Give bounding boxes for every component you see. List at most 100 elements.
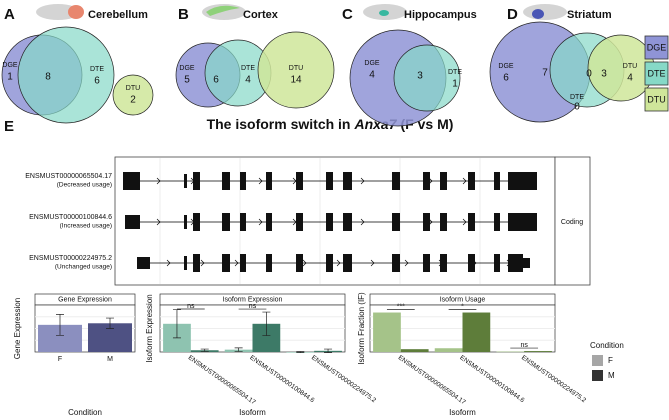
chart-title: Isoform Usage <box>440 296 486 303</box>
venn-set-label: DGE <box>498 63 514 70</box>
strand-arrow <box>462 177 467 185</box>
x-tick-label: M <box>107 356 113 363</box>
exon <box>468 213 475 231</box>
venn-count: 14 <box>290 75 302 86</box>
exon <box>343 213 352 231</box>
panel-label: C <box>342 6 353 23</box>
exon <box>494 254 500 272</box>
exon <box>296 254 303 272</box>
legend-label: F <box>608 356 613 365</box>
exon <box>266 213 272 231</box>
exon <box>222 254 230 272</box>
exon <box>123 172 140 190</box>
exon <box>508 254 523 272</box>
transcript-usage: (Increased usage) <box>60 223 112 230</box>
panel-title: Striatum <box>567 9 612 21</box>
legend-swatch <box>644 35 669 60</box>
exon <box>222 172 230 190</box>
strand-arrow <box>166 259 171 267</box>
strip-label: Coding <box>561 219 583 226</box>
y-axis-label: Isoform Expression <box>145 294 154 362</box>
venn-circle <box>257 31 335 109</box>
venn-set-label: DTE <box>241 65 255 72</box>
strand-arrow <box>156 177 161 185</box>
exon <box>184 174 187 188</box>
exon <box>423 172 430 190</box>
venn-count: 7 <box>542 68 548 79</box>
x-tick-label: ENSMUST00000224975.2 <box>310 354 377 404</box>
legend-swatch <box>644 61 669 86</box>
legend-swatch <box>592 355 603 366</box>
venn-set-label: DTU <box>126 85 140 92</box>
strand-arrow <box>302 259 307 267</box>
exon <box>240 254 246 272</box>
error-bar <box>56 314 64 336</box>
bar <box>434 348 463 352</box>
venn-count: 6 <box>94 76 100 87</box>
venn-count: 4 <box>627 73 633 84</box>
exon <box>326 172 333 190</box>
transcript-id: ENSMUST00000065504.17 <box>25 173 112 180</box>
strand-arrow <box>336 259 341 267</box>
significance-label: * <box>461 303 464 310</box>
x-axis-label: Isoform <box>449 408 476 417</box>
y-axis-label: Isoform Fraction (IF) <box>357 292 366 365</box>
exon <box>296 172 303 190</box>
significance-label: *** <box>397 303 405 310</box>
exon <box>184 215 187 229</box>
x-tick-label: ENSMUST00000065504.17 <box>187 354 257 406</box>
venn-circle <box>587 34 655 102</box>
venn-set-label: DTE <box>90 66 104 73</box>
venn-set-label: DTE <box>448 69 462 76</box>
switch-title: The isoform switch in Anxa7 (F vs M) <box>207 116 454 132</box>
error-bar <box>262 311 271 336</box>
exon <box>392 172 400 190</box>
exon <box>468 172 475 190</box>
panel-label: B <box>178 6 189 23</box>
exon <box>184 256 187 270</box>
exon <box>343 172 352 190</box>
exon <box>137 257 150 269</box>
strand-arrow <box>370 259 375 267</box>
exon <box>266 172 272 190</box>
track-box <box>114 156 556 286</box>
panel-label: A <box>4 6 15 23</box>
x-axis-label: Condition <box>68 408 102 417</box>
exon <box>440 213 447 231</box>
significance-label: ns <box>249 303 257 310</box>
exon <box>193 254 200 272</box>
transcript-id: ENSMUST00000224975.2 <box>29 255 112 262</box>
exon <box>423 254 430 272</box>
panel-title: Hippocampus <box>404 9 477 21</box>
venn-set-label: DTU <box>623 63 637 70</box>
error-bar <box>234 347 243 352</box>
x-tick-label: ENSMUST00000100844.6 <box>458 354 525 404</box>
venn-count: 0 <box>586 69 592 80</box>
venn-count: 4 <box>369 70 375 81</box>
strand-arrow <box>200 259 205 267</box>
venn-count: 1 <box>452 79 458 90</box>
exon <box>523 258 530 268</box>
strand-arrow <box>234 259 239 267</box>
panel-title: Cerebellum <box>88 9 148 21</box>
venn-count: 1 <box>7 72 13 83</box>
error-bar <box>296 351 305 353</box>
exon <box>423 213 430 231</box>
legend-label: DTE <box>648 68 666 78</box>
venn-set-label: DGE <box>2 62 18 69</box>
legend-title: Condition <box>590 341 624 350</box>
error-bar <box>172 309 181 339</box>
exon <box>266 254 272 272</box>
legend-swatch <box>592 370 603 381</box>
venn-set-label: DTE <box>570 94 584 101</box>
bar <box>373 312 401 352</box>
exon <box>326 213 333 231</box>
chart-title: Gene Expression <box>58 296 112 303</box>
panel-title: Cortex <box>243 9 279 21</box>
venn-set-label: DGE <box>364 60 380 67</box>
venn-count: 3 <box>417 71 423 82</box>
x-axis-label: Isoform <box>239 408 266 417</box>
exon <box>508 172 537 190</box>
